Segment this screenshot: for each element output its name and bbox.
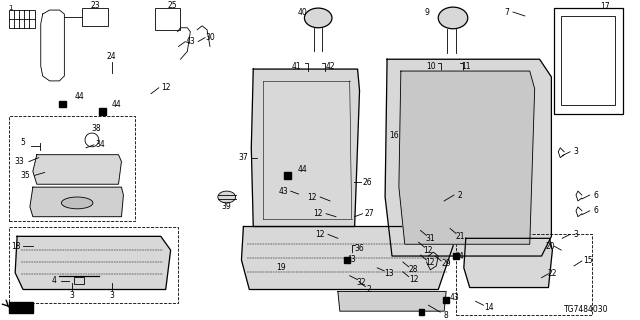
Text: 12: 12 [409, 275, 419, 284]
Text: 27: 27 [365, 209, 374, 218]
Text: 10: 10 [426, 62, 436, 71]
Text: 43: 43 [186, 37, 195, 46]
Ellipse shape [305, 8, 332, 28]
Polygon shape [338, 292, 446, 311]
Text: 34: 34 [96, 140, 106, 149]
Text: 6: 6 [593, 190, 598, 200]
Text: 43: 43 [450, 293, 460, 302]
Text: 1: 1 [8, 5, 13, 11]
Text: 39: 39 [222, 202, 232, 211]
Polygon shape [399, 71, 534, 244]
Polygon shape [385, 59, 552, 256]
Bar [9, 116, 135, 220]
Bar [9, 227, 179, 303]
Text: 30: 30 [205, 33, 215, 42]
Text: 3: 3 [573, 147, 579, 156]
Text: 44: 44 [455, 252, 465, 260]
Text: 8: 8 [444, 311, 449, 320]
Text: 38: 38 [91, 124, 100, 132]
Text: 28: 28 [409, 265, 419, 274]
Text: 32: 32 [356, 278, 366, 287]
Text: 26: 26 [363, 178, 372, 187]
Bar [344, 257, 349, 263]
Text: 33: 33 [14, 157, 24, 166]
Bar [554, 8, 623, 114]
Text: 16: 16 [389, 131, 399, 140]
Text: TG7484030: TG7484030 [564, 305, 608, 314]
Text: 12: 12 [424, 246, 433, 255]
Text: 20: 20 [545, 242, 556, 251]
Ellipse shape [218, 191, 236, 203]
Polygon shape [30, 187, 124, 217]
Text: 37: 37 [239, 153, 248, 162]
Text: 6: 6 [593, 206, 598, 215]
Polygon shape [33, 155, 122, 184]
Text: 24: 24 [107, 52, 116, 61]
Text: 7: 7 [505, 8, 509, 17]
Bar [453, 253, 459, 259]
Ellipse shape [61, 197, 93, 209]
Polygon shape [252, 69, 360, 227]
Bar [284, 172, 291, 179]
Text: 11: 11 [461, 62, 470, 71]
Text: 12: 12 [426, 259, 435, 268]
Text: 25: 25 [168, 1, 177, 10]
Text: 2: 2 [367, 285, 372, 294]
Text: 3: 3 [109, 291, 114, 300]
Text: 19: 19 [276, 263, 285, 272]
Bar [74, 277, 84, 284]
Text: 12: 12 [161, 83, 170, 92]
Ellipse shape [438, 7, 468, 29]
Text: 14: 14 [484, 303, 494, 312]
Bar [456, 234, 592, 315]
Text: 13: 13 [384, 269, 394, 278]
Bar [155, 8, 180, 30]
Text: 2: 2 [458, 190, 462, 200]
Text: 22: 22 [548, 269, 557, 278]
Text: 35: 35 [20, 171, 30, 180]
Polygon shape [464, 238, 552, 288]
Text: 29: 29 [442, 260, 451, 268]
Text: 4: 4 [52, 276, 57, 285]
Text: 12: 12 [314, 209, 323, 218]
Text: 44: 44 [298, 165, 307, 174]
Bar [60, 100, 67, 108]
Bar [99, 108, 106, 115]
Bar [82, 8, 108, 26]
Text: 23: 23 [90, 1, 100, 10]
Text: 15: 15 [583, 256, 593, 266]
Bar [561, 16, 615, 105]
Text: 18: 18 [12, 242, 20, 251]
Bar [419, 309, 424, 315]
Polygon shape [241, 227, 456, 290]
Text: 21: 21 [455, 232, 465, 241]
Polygon shape [9, 302, 33, 313]
Text: FR.: FR. [12, 304, 24, 310]
Polygon shape [15, 236, 171, 290]
Text: 3: 3 [573, 230, 579, 239]
Text: 31: 31 [426, 234, 435, 243]
Text: 9: 9 [424, 8, 429, 17]
Text: 17: 17 [601, 2, 611, 11]
Bar [9, 10, 35, 28]
Text: 43: 43 [279, 187, 289, 196]
Bar [443, 297, 449, 303]
Text: 44: 44 [74, 92, 84, 101]
Text: 12: 12 [308, 193, 317, 202]
Text: 42: 42 [325, 62, 335, 71]
Text: 3: 3 [70, 291, 75, 300]
Text: 41: 41 [292, 62, 301, 71]
Text: 43: 43 [347, 255, 356, 264]
Text: 12: 12 [316, 230, 325, 239]
Text: 5: 5 [20, 138, 26, 148]
Text: 36: 36 [355, 244, 364, 253]
Text: 40: 40 [298, 8, 307, 17]
Text: 44: 44 [111, 100, 122, 109]
